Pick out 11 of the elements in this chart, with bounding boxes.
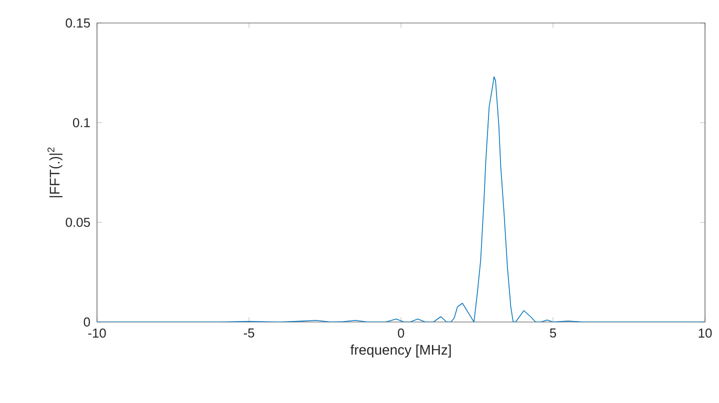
y-tick-label: 0.15 [66, 18, 90, 28]
y-tick-label: 0.05 [66, 218, 90, 227]
y-tick-label: 0 [84, 317, 90, 327]
y-tick-label: 0.1 [72, 118, 90, 128]
x-tick-label: -10 [88, 328, 106, 338]
x-tick-label: 0 [398, 328, 404, 338]
x-tick-label: -5 [244, 328, 254, 338]
x-tick-label: 10 [698, 328, 712, 338]
x-tick-label: 5 [550, 328, 556, 338]
y-axis-title: |FFT(.)|$^{2}$ [47, 148, 62, 198]
x-axis-title: frequency [MHz] [350, 344, 451, 358]
